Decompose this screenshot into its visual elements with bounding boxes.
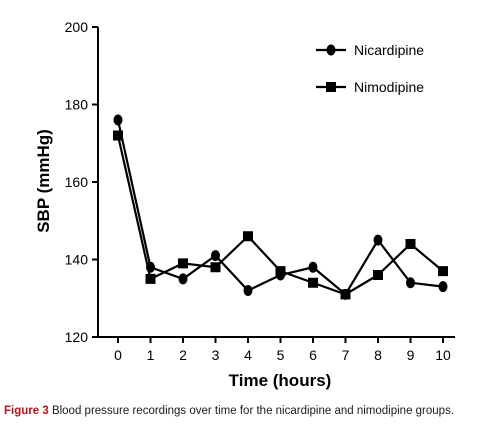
legend-marker	[326, 82, 336, 92]
data-point-nimodipine	[308, 277, 318, 288]
data-point-nicardipine	[438, 281, 448, 293]
data-point-nimodipine	[113, 130, 123, 141]
caption-label: Figure 3	[4, 405, 49, 417]
data-point-nimodipine	[275, 266, 286, 277]
legend-item-nimodipine: Nimodipine	[316, 79, 424, 95]
x-tick-label: 9	[407, 347, 415, 363]
x-axis-title: Time (hours)	[229, 371, 332, 390]
data-point-nicardipine	[243, 285, 253, 296]
x-tick-label: 2	[179, 347, 187, 363]
chart-ticks: 120 140 160 180 200 0 1 2 3 4 5 6 7 8 9 10	[65, 19, 451, 363]
data-point-nicardipine	[373, 234, 383, 246]
data-point-nicardipine	[211, 250, 220, 262]
y-tick-label: 180	[65, 97, 89, 113]
x-tick-label: 10	[435, 347, 451, 363]
x-tick-label: 6	[309, 347, 317, 363]
x-tick-label: 4	[244, 347, 252, 363]
data-point-nimodipine	[145, 273, 156, 284]
legend-item-nicardipine: Nicardipine	[316, 42, 424, 58]
data-point-nimodipine	[243, 231, 253, 242]
figure-caption: Figure 3 Blood pressure recordings over …	[4, 403, 488, 420]
x-tick-label: 8	[374, 347, 382, 363]
x-tick-label: 1	[147, 347, 155, 363]
data-point-nimodipine	[405, 239, 416, 249]
series-nimodipine	[113, 130, 448, 300]
chart-series	[113, 114, 448, 300]
legend-label: Nimodipine	[354, 79, 424, 95]
data-point-nicardipine	[178, 273, 188, 285]
x-tick-label: 5	[277, 347, 285, 363]
chart-axes	[97, 27, 455, 338]
legend-marker	[326, 44, 336, 56]
data-point-nimodipine	[340, 289, 351, 300]
data-point-nimodipine	[210, 262, 221, 273]
x-tick-label: 3	[212, 347, 220, 363]
chart-legend: Nicardipine Nimodipine	[316, 42, 424, 95]
x-tick-label: 7	[342, 347, 350, 363]
y-axis-title: SBP (mmHg)	[34, 129, 53, 233]
data-point-nimodipine	[178, 258, 188, 269]
data-point-nimodipine	[438, 266, 448, 277]
data-point-nicardipine	[406, 277, 415, 289]
x-tick-label: 0	[114, 347, 122, 363]
caption-text: Blood pressure recordings over time for …	[51, 405, 455, 417]
data-point-nicardipine	[308, 261, 318, 273]
y-tick-label: 140	[65, 252, 89, 268]
data-point-nicardipine	[113, 114, 123, 126]
legend-label: Nicardipine	[354, 42, 424, 58]
y-tick-label: 160	[65, 174, 89, 190]
data-point-nimodipine	[373, 270, 383, 280]
y-tick-label: 120	[65, 329, 89, 345]
y-tick-label: 200	[65, 19, 89, 35]
